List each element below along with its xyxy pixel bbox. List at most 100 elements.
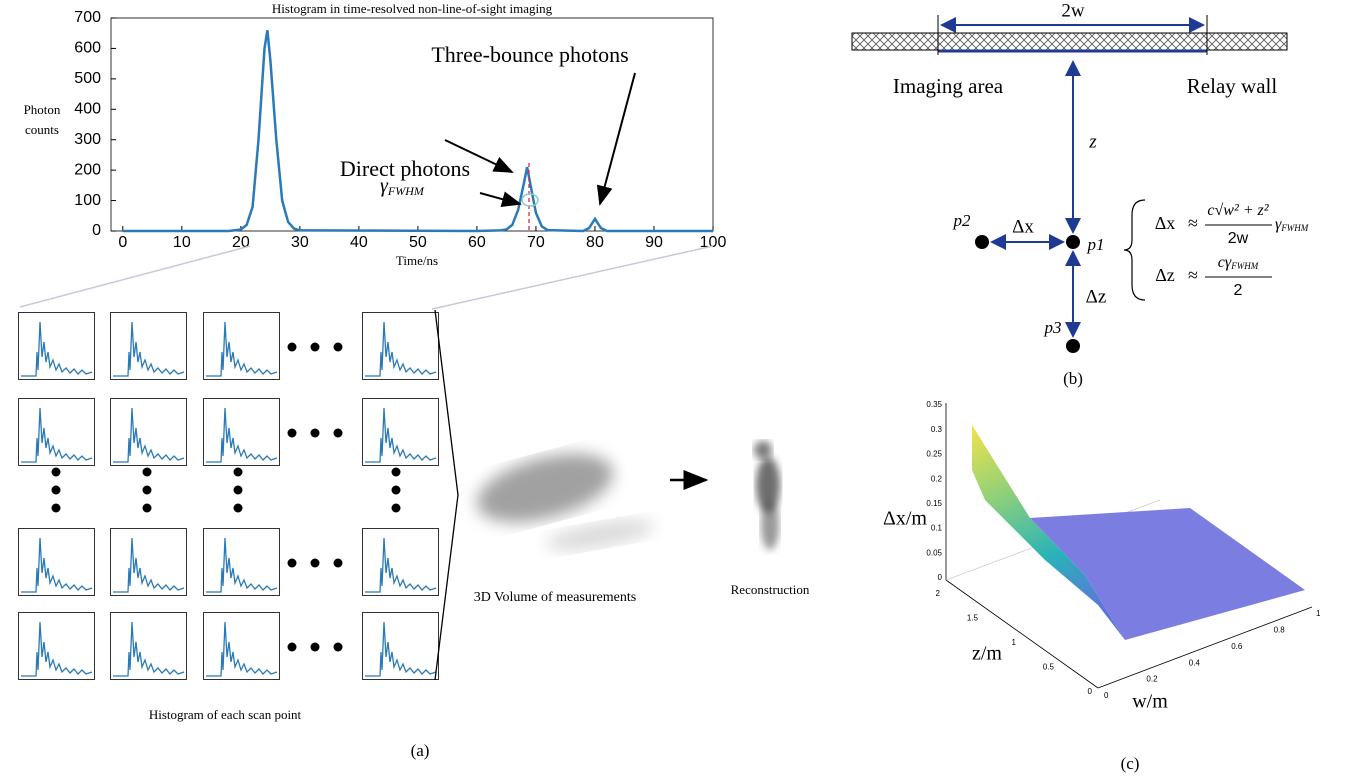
bracket [434,309,459,681]
dx-tick-label: 0.2 [931,474,943,483]
scan-histogram [18,312,95,380]
point [975,235,989,249]
axis-label: w/m [1132,691,1168,713]
y-tick-label: 600 [74,40,101,57]
numerator-text: cγ [1218,254,1232,271]
relay-wall [851,32,1288,51]
depth-label: z [1088,131,1097,152]
dx-tick-label: 0.35 [926,400,942,409]
zoom-line [19,245,251,308]
z-tick-label: 1.5 [967,614,979,623]
x-tick-label: 80 [586,234,604,251]
z-tick-label: 1 [1012,638,1017,647]
region-label: Imaging area [893,74,1004,98]
x-tick-label: 0 [118,234,127,251]
axis-line [945,579,1099,689]
scan-histogram [110,312,187,380]
equation-factor: γFWHM [1275,216,1309,233]
annotation-arrow [479,191,522,207]
x-tick-label: 90 [645,234,663,251]
dz-label: Δz [1086,286,1107,307]
numerator-subscript: FWHM [1230,261,1258,271]
equation-lhs: Δz [1155,265,1175,285]
point [1066,235,1080,249]
gamma-symbol: γ [380,175,389,197]
equation-numerator: cγFWHM [1218,254,1259,271]
ellipsis-dot [310,558,320,568]
y-axis-label: counts [25,122,59,137]
point-label: p3 [1044,318,1062,337]
factor-symbol: γ [1275,216,1282,233]
ellipsis-dot [333,642,343,652]
w-tick-label: 0 [1104,691,1109,700]
w-tick-label: 0.2 [1146,675,1158,684]
ellipsis-dot [333,342,343,352]
panel-label: (c) [1121,754,1140,773]
y-tick-label: 700 [74,9,101,26]
axis-label: z/m [972,643,1002,665]
scan-histogram [18,612,95,680]
volume-cloud [476,453,614,523]
x-tick-label: 70 [527,234,545,251]
ellipsis-dot [287,642,297,652]
scan-histogram [110,612,187,680]
dx-tick-label: 0.25 [926,450,942,459]
reconstruction-figure [756,457,780,513]
axis-line [1097,606,1313,689]
scan-histogram [203,528,280,596]
y-tick-label: 500 [74,70,101,87]
ellipsis-dot [310,342,320,352]
annotation: Direct photons [340,156,470,181]
scan-histogram [203,398,280,466]
scan-histogram [18,398,95,466]
equation-relation: ≈ [1188,265,1198,285]
ellipsis-dot [233,485,243,495]
annotation: γFWHM [380,175,425,198]
ellipsis-dot [391,485,401,495]
ellipsis-dot [142,467,152,477]
ellipsis-dot [391,467,401,477]
ellipsis-dot [287,342,297,352]
y-tick-label: 400 [74,101,101,118]
reconstruction-figure [754,441,772,459]
equation-relation: ≈ [1188,213,1198,233]
x-tick-label: 60 [468,234,486,251]
z-tick-label: 0.5 [1043,663,1055,672]
brace [1123,199,1146,301]
x-axis-label: Time/ns [396,253,438,268]
dx-tick-label: 0.15 [926,499,942,508]
scan-histogram [203,312,280,380]
region-label: Relay wall [1187,74,1278,98]
ellipsis-dot [287,558,297,568]
volume-cloud [545,519,655,551]
equation-denominator: 2w [1228,230,1249,247]
scan-histogram [362,398,439,466]
dx-tick-label: 0.1 [931,524,943,533]
point [1066,339,1080,353]
caption: Histogram of each scan point [149,707,302,722]
axis-label: Δx/m [883,508,927,530]
ellipsis-dot [233,467,243,477]
equation-numerator: c√w² + z² [1207,202,1269,219]
scan-histogram [110,528,187,596]
dx-tick-label: 0.3 [931,425,943,434]
annotation-arrow [596,72,636,206]
scan-histogram [203,612,280,680]
ellipsis-dot [287,428,297,438]
panel-label: (b) [1063,369,1083,388]
scan-histogram [18,528,95,596]
ellipsis-dot [142,503,152,513]
ellipsis-dot [333,428,343,438]
scan-histogram [362,312,439,380]
numerator-text: c√w² + z² [1207,202,1269,219]
equation-lhs: Δx [1155,213,1176,233]
scan-histogram [110,398,187,466]
ellipsis-dot [51,503,61,513]
point-label: p1 [1087,235,1105,254]
z-tick-label: 0 [1088,687,1093,696]
dx-tick-label: 0 [938,573,943,582]
equation-denominator: 2 [1234,282,1243,299]
y-tick-label: 200 [74,161,101,178]
y-tick-label: 300 [74,131,101,148]
